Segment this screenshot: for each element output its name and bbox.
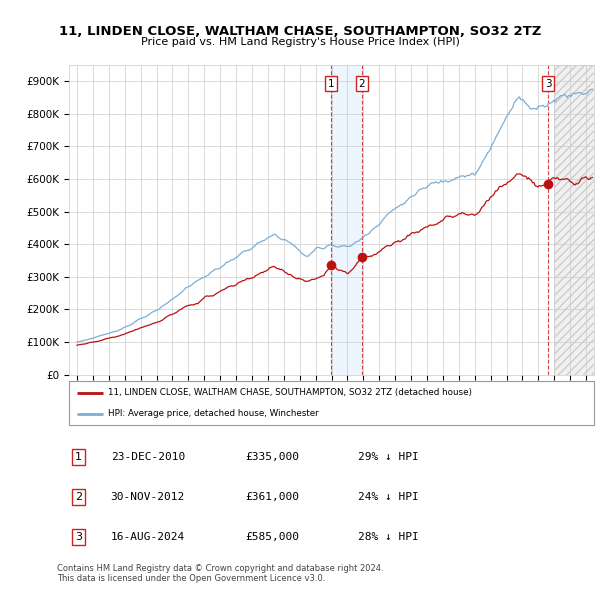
- Text: 1: 1: [75, 453, 82, 462]
- Text: 23-DEC-2010: 23-DEC-2010: [111, 453, 185, 462]
- Text: 29% ↓ HPI: 29% ↓ HPI: [358, 453, 418, 462]
- Text: £335,000: £335,000: [245, 453, 299, 462]
- Text: Price paid vs. HM Land Registry's House Price Index (HPI): Price paid vs. HM Land Registry's House …: [140, 37, 460, 47]
- Text: 30-NOV-2012: 30-NOV-2012: [111, 492, 185, 502]
- Text: £585,000: £585,000: [245, 532, 299, 542]
- Text: 2: 2: [359, 79, 365, 89]
- Bar: [554, 65, 600, 375]
- Bar: [554, 65, 600, 375]
- Bar: [331, 65, 362, 375]
- Text: 24% ↓ HPI: 24% ↓ HPI: [358, 492, 418, 502]
- Text: 11, LINDEN CLOSE, WALTHAM CHASE, SOUTHAMPTON, SO32 2TZ: 11, LINDEN CLOSE, WALTHAM CHASE, SOUTHAM…: [59, 25, 541, 38]
- Text: 3: 3: [75, 532, 82, 542]
- Text: £361,000: £361,000: [245, 492, 299, 502]
- Text: 3: 3: [545, 79, 551, 89]
- Text: 28% ↓ HPI: 28% ↓ HPI: [358, 532, 418, 542]
- Text: 11, LINDEN CLOSE, WALTHAM CHASE, SOUTHAMPTON, SO32 2TZ (detached house): 11, LINDEN CLOSE, WALTHAM CHASE, SOUTHAM…: [109, 388, 472, 398]
- Text: 1: 1: [328, 79, 334, 89]
- Text: Contains HM Land Registry data © Crown copyright and database right 2024.
This d: Contains HM Land Registry data © Crown c…: [57, 563, 383, 583]
- Text: 16-AUG-2024: 16-AUG-2024: [111, 532, 185, 542]
- Text: HPI: Average price, detached house, Winchester: HPI: Average price, detached house, Winc…: [109, 409, 319, 418]
- Text: 2: 2: [75, 492, 82, 502]
